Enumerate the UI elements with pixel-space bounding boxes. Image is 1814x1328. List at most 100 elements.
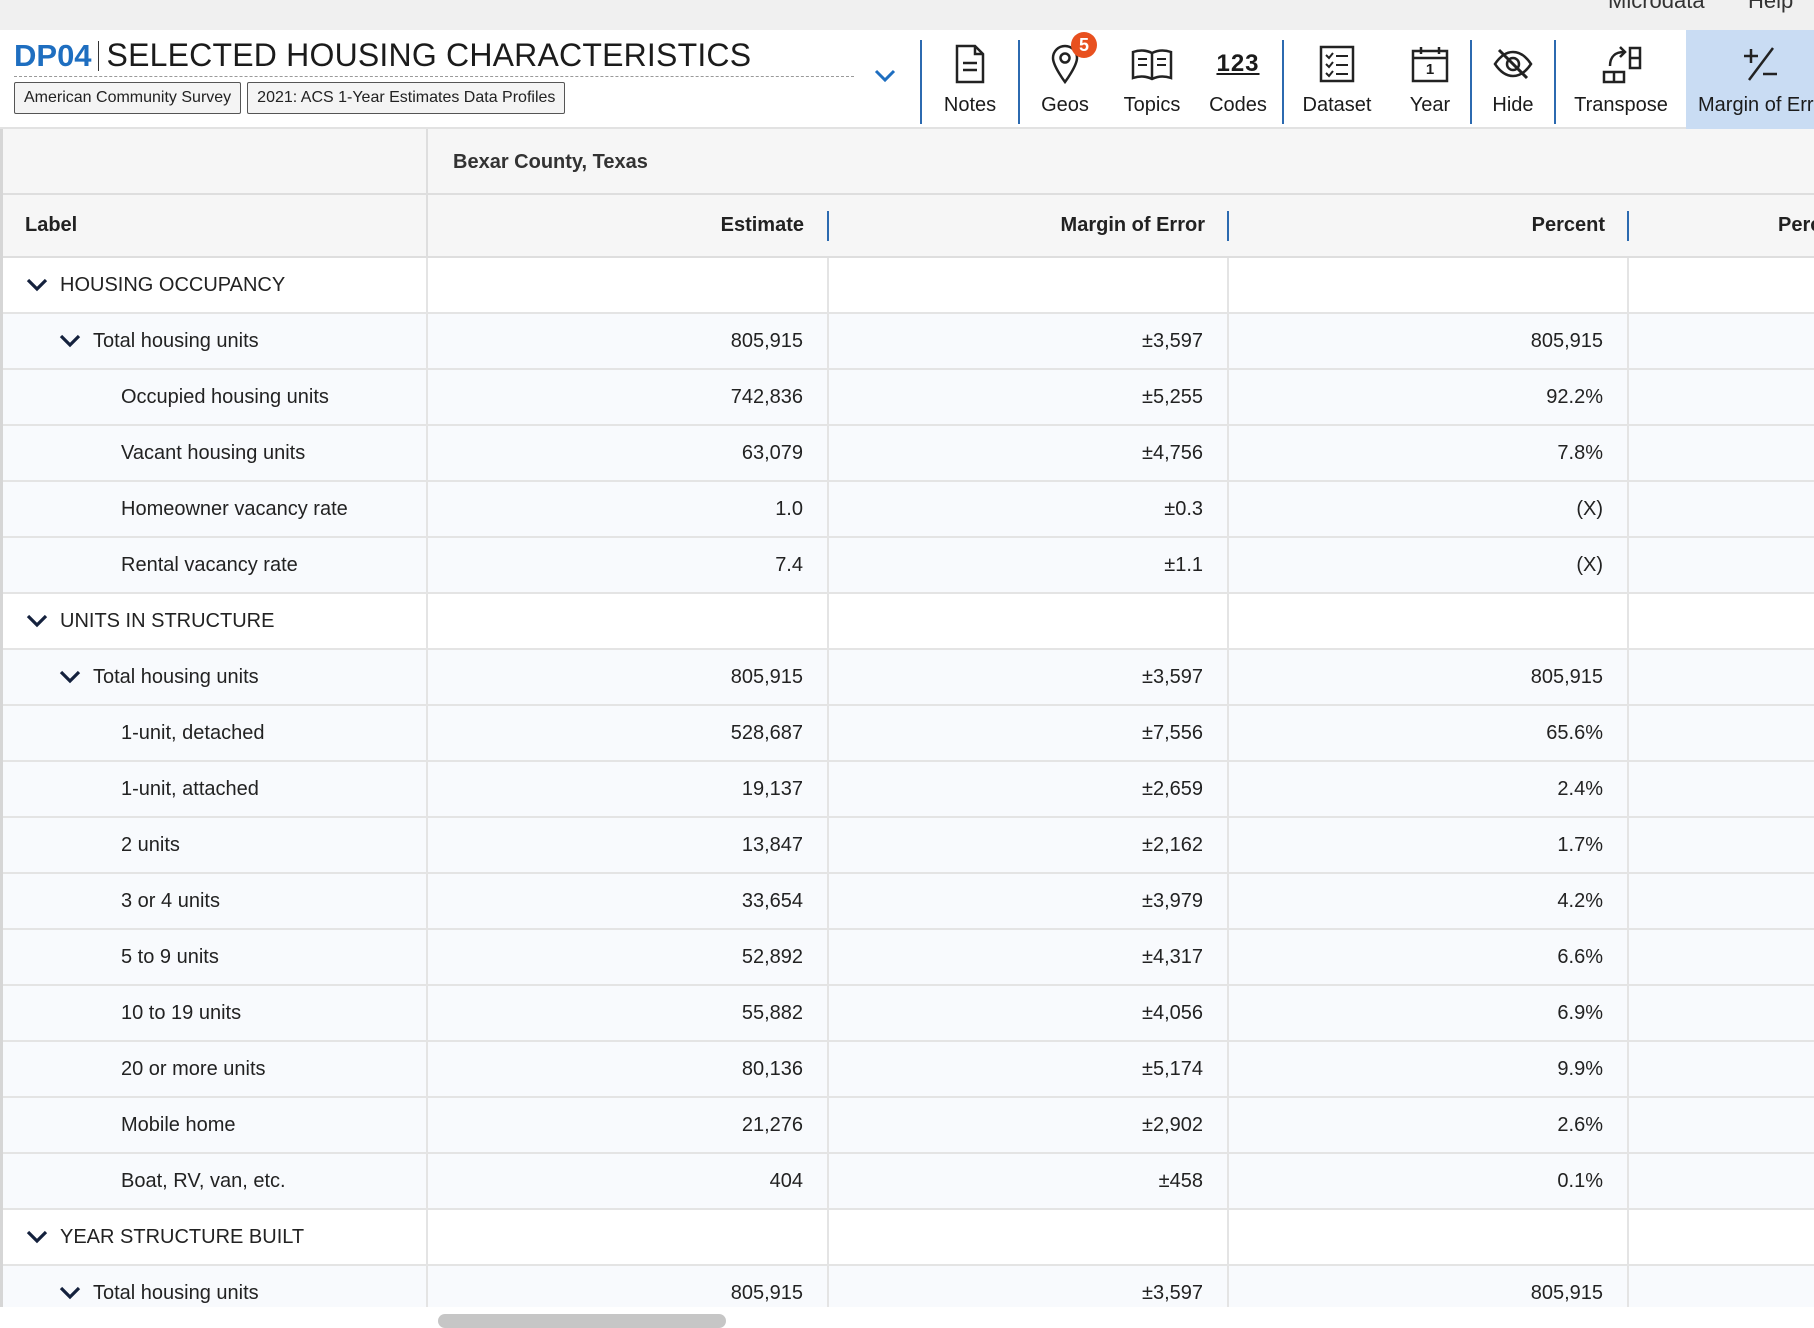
moe-cell: ±4,056: [829, 986, 1229, 1040]
title-block: DP04 SELECTED HOUSING CHARACTERISTICS Am…: [14, 35, 854, 114]
percent-moe-cell: [1629, 1210, 1814, 1264]
column-resize-handle[interactable]: [1227, 211, 1229, 241]
geography-header-row: Bexar County, Texas: [0, 129, 1814, 195]
chevron-down-icon[interactable]: [55, 1278, 85, 1307]
column-resize-handle[interactable]: [1627, 211, 1629, 241]
row-label-cell: 3 or 4 units: [0, 874, 428, 928]
chevron-down-icon[interactable]: [55, 662, 85, 692]
page-title: SELECTED HOUSING CHARACTERISTICS: [106, 37, 752, 73]
geos-button[interactable]: 5 Geos: [1020, 30, 1110, 129]
table-row: 5 to 9 units 52,892 ±4,317 6.6%: [0, 930, 1814, 986]
percent-moe-cell: [1629, 818, 1814, 872]
estimate-cell: 63,079: [428, 426, 829, 480]
table-row: 1-unit, attached 19,137 ±2,659 2.4%: [0, 762, 1814, 818]
topics-label: Topics: [1123, 94, 1181, 116]
percent-cell: 805,915: [1229, 1266, 1629, 1307]
percent-cell: 9.9%: [1229, 1042, 1629, 1096]
chevron-down-icon[interactable]: [22, 1222, 52, 1252]
codes-icon: 123: [1216, 50, 1260, 77]
percent-moe-cell: [1629, 930, 1814, 984]
row-label: 20 or more units: [121, 1057, 266, 1080]
row-label-cell: Total housing units: [0, 650, 428, 704]
help-link[interactable]: Help: [1748, 0, 1794, 13]
row-label-cell: YEAR STRUCTURE BUILT: [0, 1210, 428, 1264]
utility-bar: Microdata Help: [0, 0, 1814, 30]
percent-moe-cell: [1629, 706, 1814, 760]
column-resize-handle[interactable]: [827, 211, 829, 241]
chevron-down-icon[interactable]: [870, 60, 900, 90]
estimate-cell: [428, 258, 829, 312]
percent-moe-cell: [1629, 650, 1814, 704]
percent-cell: [1229, 258, 1629, 312]
moe-cell: ±458: [829, 1154, 1229, 1208]
estimate-cell: 742,836: [428, 370, 829, 424]
moe-column-header[interactable]: Margin of Error: [1060, 214, 1205, 236]
table-row: Mobile home 21,276 ±2,902 2.6%: [0, 1098, 1814, 1154]
percent-cell: 1.7%: [1229, 818, 1629, 872]
moe-cell: ±1.1: [829, 538, 1229, 592]
table-row: Homeowner vacancy rate 1.0 ±0.3 (X): [0, 482, 1814, 538]
estimate-cell: 1.0: [428, 482, 829, 536]
percent-cell: 7.8%: [1229, 426, 1629, 480]
notes-button[interactable]: Notes: [922, 30, 1018, 129]
row-label-cell: 1-unit, attached: [0, 762, 428, 816]
transpose-button[interactable]: Transpose: [1556, 30, 1686, 129]
year-label: Year: [1409, 94, 1451, 116]
geos-label: Geos: [1041, 94, 1089, 116]
row-label: Total housing units: [93, 329, 259, 352]
codes-button[interactable]: 123 Codes: [1194, 30, 1282, 129]
row-label-cell: HOUSING OCCUPANCY: [0, 258, 428, 312]
percent-moe-cell: [1629, 258, 1814, 312]
toolbar: Notes 5 Geos Topics 123 Codes Dataset: [920, 30, 1814, 129]
chevron-down-icon[interactable]: [22, 606, 52, 636]
dataset-button[interactable]: Dataset: [1284, 30, 1390, 129]
row-label: 5 to 9 units: [121, 945, 219, 968]
row-label: Boat, RV, van, etc.: [121, 1169, 286, 1192]
margin-of-error-label: Margin of Err: [1698, 94, 1814, 116]
survey-badge[interactable]: American Community Survey: [14, 82, 242, 114]
row-label-cell: Vacant housing units: [0, 426, 428, 480]
estimate-column-header[interactable]: Estimate: [720, 214, 804, 236]
row-label: Mobile home: [121, 1113, 236, 1136]
moe-cell: ±3,979: [829, 874, 1229, 928]
table-row: 2 units 13,847 ±2,162 1.7%: [0, 818, 1814, 874]
chevron-down-icon[interactable]: [55, 326, 85, 356]
percent-moe-cell: [1629, 1154, 1814, 1208]
chevron-down-icon[interactable]: [22, 270, 52, 300]
hide-button[interactable]: Hide: [1472, 30, 1554, 129]
table-row: Occupied housing units 742,836 ±5,255 92.2%: [0, 370, 1814, 426]
microdata-link[interactable]: Microdata: [1608, 0, 1705, 13]
percent-moe-column-header[interactable]: Perc: [1778, 214, 1814, 236]
year-button[interactable]: 1 Year: [1390, 30, 1470, 129]
estimate-cell: 528,687: [428, 706, 829, 760]
percent-moe-cell: [1629, 1042, 1814, 1096]
transpose-label: Transpose: [1574, 94, 1668, 116]
label-column-header[interactable]: Label: [0, 195, 428, 256]
row-label: UNITS IN STRUCTURE: [60, 609, 275, 632]
row-label: Vacant housing units: [121, 441, 306, 464]
document-icon: [954, 42, 986, 86]
estimate-cell: 33,654: [428, 874, 829, 928]
section-row: HOUSING OCCUPANCY: [0, 258, 1814, 314]
percent-column-header[interactable]: Percent: [1531, 214, 1605, 236]
toolbar-divider: [1470, 40, 1472, 124]
horizontal-scrollbar[interactable]: [438, 1314, 726, 1328]
product-badge[interactable]: 2021: ACS 1-Year Estimates Data Profiles: [247, 82, 566, 114]
row-label: Occupied housing units: [121, 385, 329, 408]
table-title-line[interactable]: DP04 SELECTED HOUSING CHARACTERISTICS: [14, 35, 854, 77]
table-row: 3 or 4 units 33,654 ±3,979 4.2%: [0, 874, 1814, 930]
row-label: 2 units: [121, 833, 180, 856]
percent-cell: (X): [1229, 538, 1629, 592]
percent-moe-cell: [1629, 538, 1814, 592]
estimate-cell: 805,915: [428, 1266, 829, 1307]
notes-label: Notes: [943, 94, 997, 116]
eye-slash-icon: [1493, 42, 1533, 86]
row-label: Homeowner vacancy rate: [121, 497, 348, 520]
table-row: Total housing units 805,915 ±3,597 805,915: [0, 650, 1814, 706]
estimate-cell: [428, 594, 829, 648]
row-label-cell: 5 to 9 units: [0, 930, 428, 984]
margin-of-error-toggle[interactable]: Margin of Err: [1686, 30, 1814, 129]
moe-cell: ±3,597: [829, 650, 1229, 704]
percent-cell: 805,915: [1229, 314, 1629, 368]
topics-button[interactable]: Topics: [1110, 30, 1194, 129]
